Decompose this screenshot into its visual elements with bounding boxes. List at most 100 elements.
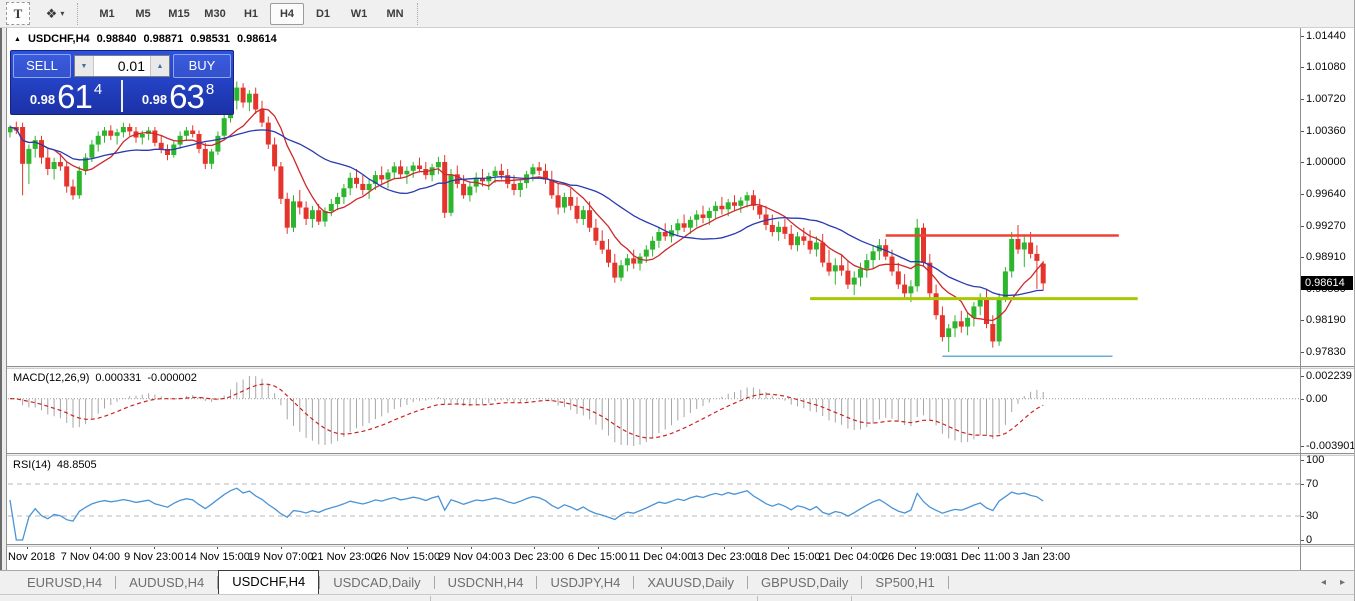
chart-tab-usdcnh[interactable]: USDCNH,H4: [447, 575, 524, 590]
sell-price-bigfigure: 0.98: [29, 92, 56, 107]
lot-size-box: ▼ 0.01 ▲: [74, 55, 170, 77]
candle-body-down: [593, 227, 599, 241]
timeframe-button-w1[interactable]: W1: [350, 7, 368, 20]
current-price-label: 0.98614: [1301, 276, 1353, 291]
ohlc-low: 0.98531: [190, 33, 230, 45]
date-label: 3 Dec 23:00: [504, 551, 564, 563]
cycle-symbols-button[interactable]: ❖ ▾: [38, 3, 72, 24]
ma-fast-line: [9, 108, 1044, 322]
date-label: 26 Nov 15:00: [374, 551, 441, 563]
timeframe-button-m5[interactable]: M5: [135, 7, 151, 20]
buy-price-display[interactable]: 0.98 63 8: [123, 80, 233, 113]
tab-scroll-right-icon[interactable]: ▸: [1339, 577, 1345, 588]
candle-body-down: [606, 249, 611, 263]
candle-body-up: [341, 188, 347, 198]
macd-indicator-panel[interactable]: [8, 369, 1300, 453]
candle-body-up: [177, 135, 183, 145]
candle-body-up: [102, 130, 107, 136]
macd-label: MACD(12,26,9) 0.000331 -0.000002: [13, 372, 197, 384]
toolbar-separator: [417, 2, 423, 25]
candle-body-up: [637, 256, 643, 264]
rsi-name: RSI(14): [13, 459, 51, 471]
candle-body-down: [568, 197, 574, 206]
tab-separator: [319, 576, 321, 589]
candle-body-up: [738, 200, 744, 206]
candle-body-up: [51, 162, 57, 169]
rsi-line: [9, 487, 1044, 541]
sell-button[interactable]: SELL: [13, 54, 71, 78]
timeframe-button-m15[interactable]: M15: [168, 7, 190, 20]
timeframe-button-d1[interactable]: D1: [315, 7, 331, 20]
date-label: 21 Nov 23:00: [311, 551, 377, 563]
panel-separator[interactable]: [0, 453, 1354, 456]
ma-slow-line: [9, 126, 1044, 297]
date-axis[interactable]: 2 Nov 2018 7 Nov 04:00 9 Nov 23:00 14 Nov 1…: [0, 544, 1354, 570]
tab-separator: [747, 576, 748, 589]
tab-scroll-left-icon[interactable]: ◂: [1320, 577, 1326, 588]
candle-body-down: [631, 258, 637, 264]
candle-body-up: [977, 297, 983, 307]
chart-tab-sp500[interactable]: SP500,H1: [875, 575, 935, 590]
candle-body-up: [1002, 271, 1008, 298]
lot-size-input[interactable]: 0.01: [117, 58, 145, 74]
sell-price-display[interactable]: 0.98 61 4: [11, 80, 121, 113]
timeframe-button-h4[interactable]: H4: [270, 2, 304, 25]
chart-tab-gbpusd[interactable]: GBPUSD,Daily: [761, 575, 849, 590]
candle-body-up: [864, 260, 870, 269]
timeframe-button-h1[interactable]: H1: [243, 7, 259, 20]
lot-increase-button[interactable]: ▲: [150, 56, 169, 76]
candle-body-down: [807, 240, 813, 250]
main-price-chart[interactable]: [8, 28, 1300, 366]
price-axis-border: [1300, 28, 1301, 570]
collapse-triangle-icon[interactable]: ▲: [14, 35, 21, 43]
candle-body-down: [984, 297, 989, 324]
price-tick-1.00360: 1.00360: [1301, 124, 1346, 137]
buy-button[interactable]: BUY: [173, 54, 231, 78]
chart-tab-bar: EURUSD,H4 AUDUSD,H4 USDCHF,H4 USDCAD,Daily U…: [0, 569, 1354, 594]
chart-tab-audusd[interactable]: AUDUSD,H4: [129, 575, 205, 590]
chart-tab-xauusd[interactable]: XAUUSD,Daily: [647, 575, 734, 590]
chart-tab-eurusd[interactable]: EURUSD,H4: [27, 575, 103, 590]
buy-price-pipette: 8: [205, 81, 215, 98]
date-label: 31 Dec 11:00: [945, 551, 1011, 563]
candle-body-up: [26, 148, 32, 164]
candle-body-up: [120, 127, 126, 133]
candle-body-up: [435, 162, 441, 168]
candle-body-down: [165, 148, 170, 155]
candle-body-down: [1028, 242, 1034, 254]
candle-body-up: [618, 265, 624, 278]
chart-tab-usdjpy[interactable]: USDJPY,H4: [550, 575, 621, 590]
diamonds-icon: ❖: [45, 5, 58, 21]
chart-tab-usdcad[interactable]: USDCAD,Daily: [333, 575, 421, 590]
rsi-indicator-panel[interactable]: [8, 456, 1300, 544]
candle-body-down: [354, 177, 359, 184]
chart-tab-usdchf[interactable]: USDCHF,H4: [218, 569, 320, 594]
tab-scroll-arrows: ◂ ▸: [1321, 577, 1345, 588]
candle-body-up: [347, 177, 353, 189]
candle-body-down: [152, 130, 158, 143]
candle-body-down: [240, 87, 246, 103]
candle-body-down: [681, 223, 687, 228]
panel-separator[interactable]: [0, 366, 1354, 369]
price-tick-1.01440: 1.01440: [1301, 29, 1346, 42]
candle-body-down: [1040, 263, 1046, 284]
candle-body-up: [309, 210, 315, 219]
timeframe-toolbar: M1 M5 M15 M30 H1 H4 D1 W1 MN: [90, 2, 412, 25]
one-click-trading-panel: SELL ▼ 0.01 ▲ BUY 0.98 61 4 0.98 63 8: [10, 50, 234, 115]
candle-body-up: [8, 127, 13, 133]
candle-body-up: [530, 167, 536, 175]
candle-body-down: [398, 166, 404, 175]
timeframe-button-m1[interactable]: M1: [99, 7, 115, 20]
candle-body-up: [404, 170, 410, 175]
toolbar: T ❖ ▾ M1 M5 M15 M30 H1 H4 D1 W1 MN: [0, 0, 1354, 28]
timeframe-button-m30[interactable]: M30: [204, 7, 226, 20]
status-bar: [0, 594, 1354, 601]
lot-decrease-button[interactable]: ▼: [75, 56, 94, 76]
candle-body-down: [990, 324, 996, 342]
price-tick-0.97830: 0.97830: [1301, 345, 1346, 358]
timeframe-button-mn[interactable]: MN: [386, 7, 404, 20]
text-label-tool-button[interactable]: T: [6, 2, 30, 25]
candle-body-up: [687, 219, 693, 228]
candle-body-down: [1034, 253, 1040, 261]
ohlc-high: 0.98871: [143, 33, 184, 45]
